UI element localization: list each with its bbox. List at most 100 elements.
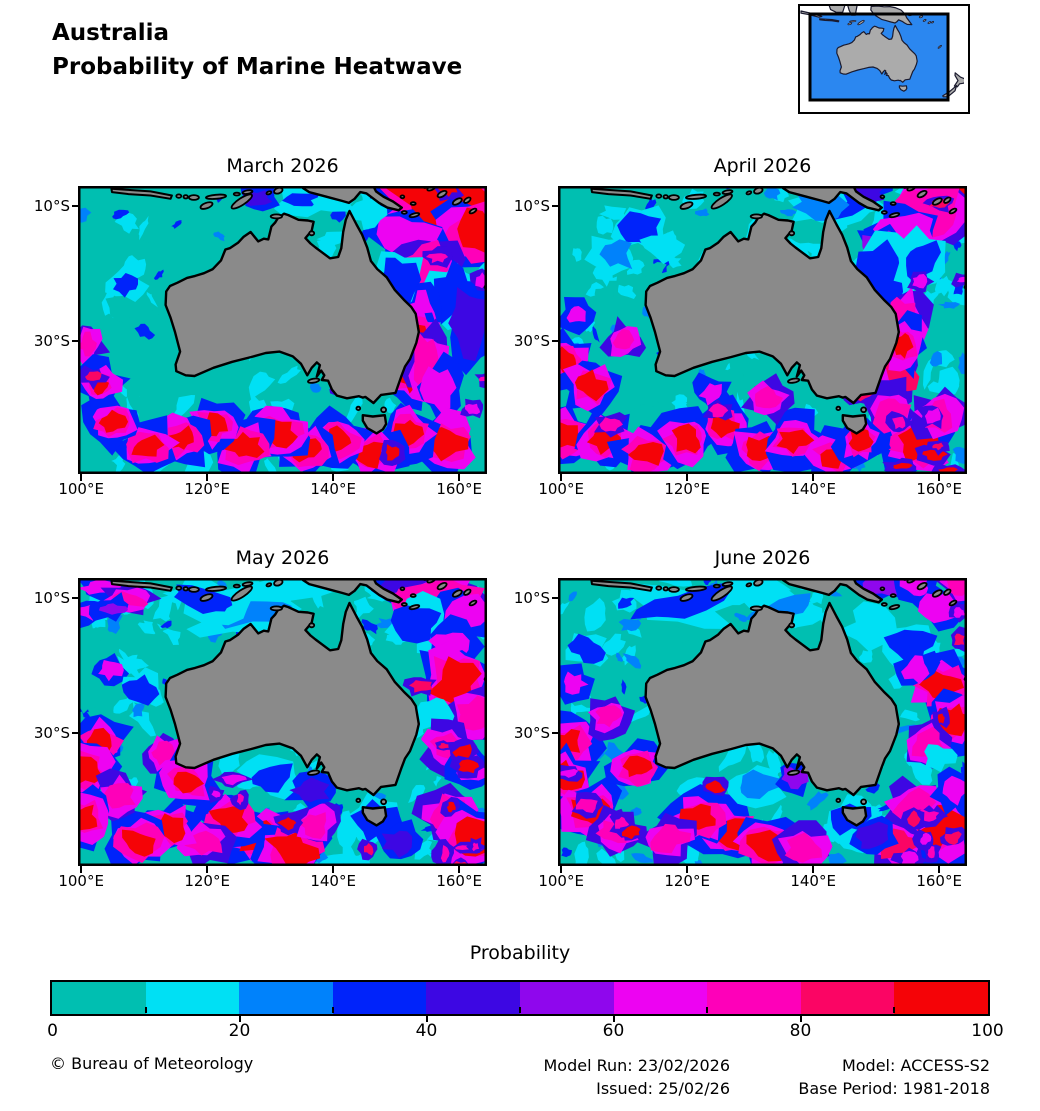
colorbar-minor-tick xyxy=(332,1007,334,1013)
panel-title-may: May 2026 xyxy=(235,547,330,569)
x-axis-tick-label: 120°E xyxy=(664,480,710,498)
x-axis-tick xyxy=(938,474,941,481)
colorbar-tick xyxy=(238,1015,241,1022)
colorbar-segment-purple xyxy=(519,982,614,1014)
y-axis-tick-label: 30°S xyxy=(33,724,70,743)
panel-border xyxy=(78,186,487,474)
base-period-text: Base Period: 1981-2018 xyxy=(798,1079,990,1098)
x-axis-tick-label: 160°E xyxy=(436,480,482,498)
land-group xyxy=(110,186,487,435)
map-canvas-may xyxy=(78,578,487,866)
x-axis-tick-label: 140°E xyxy=(310,872,356,890)
model-info-block: Model: ACCESS-S2 Base Period: 1981-2018 xyxy=(798,1054,990,1100)
colorbar-tick xyxy=(612,1015,615,1022)
panel-border xyxy=(558,186,967,474)
probability-field xyxy=(558,578,967,866)
figure-title-line2: Probability of Marine Heatwave xyxy=(52,54,463,80)
figure-title: Australia Probability of Marine Heatwave xyxy=(52,16,462,84)
colorbar-segment-lightblue xyxy=(239,982,333,1014)
y-axis-tick xyxy=(552,340,558,343)
figure-title-line1: Australia xyxy=(52,20,170,46)
y-axis-tick-label: 10°S xyxy=(33,589,70,608)
x-axis-tick xyxy=(206,474,209,481)
y-axis-tick-label: 30°S xyxy=(33,332,70,351)
panel-border xyxy=(78,578,487,866)
colorbar-minor-tick xyxy=(145,1007,147,1013)
colorbar-minor-tick xyxy=(519,1007,521,1013)
x-axis-tick xyxy=(332,866,335,873)
colorbar-tick xyxy=(799,1015,802,1022)
panel-title-june: June 2026 xyxy=(714,547,811,569)
x-axis-tick-label: 100°E xyxy=(58,480,104,498)
colorbar-minor-tick xyxy=(893,1007,895,1013)
colorbar-segment-deeppink xyxy=(800,982,895,1014)
y-axis-tick-label: 30°S xyxy=(513,724,550,743)
issued-text: Issued: 25/02/26 xyxy=(596,1079,730,1098)
probability-field xyxy=(558,186,967,474)
y-axis-tick xyxy=(72,732,78,735)
x-axis-tick-label: 160°E xyxy=(916,480,962,498)
x-axis-tick xyxy=(812,474,815,481)
locator-inset-map xyxy=(798,4,970,114)
x-axis-tick-label: 100°E xyxy=(538,872,584,890)
x-axis-tick xyxy=(332,474,335,481)
panel-title-march: March 2026 xyxy=(226,155,339,177)
colorbar xyxy=(50,980,990,1016)
map-panel-may: May 2026 10°S 30°S 100°E 120°E 140°E 160°E xyxy=(34,547,487,890)
x-axis-tick-label: 120°E xyxy=(184,480,230,498)
y-axis-tick xyxy=(552,205,558,208)
colorbar-tick-label: 40 xyxy=(415,1021,438,1041)
colorbar-segment-magenta xyxy=(613,982,708,1014)
colorbar-segment-teal xyxy=(52,982,146,1014)
x-axis-tick xyxy=(80,474,83,481)
x-axis-tick xyxy=(458,866,461,873)
land-group xyxy=(110,578,487,827)
colorbar-tick xyxy=(425,1015,428,1022)
probability-field xyxy=(78,186,487,474)
x-axis-tick-label: 160°E xyxy=(916,872,962,890)
colorbar-tick-label: 20 xyxy=(228,1021,251,1041)
x-axis-tick xyxy=(686,474,689,481)
x-axis-tick xyxy=(80,866,83,873)
colorbar-tick-label: 80 xyxy=(789,1021,812,1041)
land-group xyxy=(590,186,967,435)
map-panel-june: June 2026 10°S 30°S 100°E 120°E 140°E 160°E xyxy=(514,547,967,890)
colorbar-segment-pink xyxy=(707,982,801,1014)
colorbar-tick-label: 100 xyxy=(971,1021,1004,1041)
x-axis-tick xyxy=(560,866,563,873)
x-axis-tick-label: 100°E xyxy=(538,480,584,498)
x-axis-tick xyxy=(458,474,461,481)
colorbar-tick-label: 60 xyxy=(602,1021,625,1041)
y-axis-tick-label: 30°S xyxy=(513,332,550,351)
y-axis-tick xyxy=(552,597,558,600)
probability-field xyxy=(78,578,487,866)
land-group xyxy=(590,578,967,827)
y-axis-tick xyxy=(552,732,558,735)
x-axis-tick xyxy=(560,474,563,481)
colorbar-segment-indigo xyxy=(426,982,520,1014)
y-axis-tick-label: 10°S xyxy=(513,589,550,608)
x-axis-tick-label: 120°E xyxy=(184,872,230,890)
map-canvas-march xyxy=(78,186,487,474)
colorbar-segment-cyan xyxy=(145,982,240,1014)
inset-border xyxy=(808,12,950,102)
colorbar-segment-red xyxy=(894,982,988,1014)
y-axis-tick xyxy=(72,597,78,600)
x-axis-tick xyxy=(686,866,689,873)
colorbar-segment-blue xyxy=(332,982,427,1014)
model-name-text: Model: ACCESS-S2 xyxy=(841,1056,990,1075)
x-axis-tick-label: 120°E xyxy=(664,872,710,890)
y-axis-tick xyxy=(72,205,78,208)
colorbar-tick-label: 0 xyxy=(47,1021,58,1041)
x-axis-tick-label: 140°E xyxy=(790,480,836,498)
map-panel-april: April 2026 10°S 30°S 100°E 120°E 140°E 160°E xyxy=(514,155,967,498)
map-canvas-april xyxy=(558,186,967,474)
x-axis-tick-label: 160°E xyxy=(436,872,482,890)
x-axis-tick-label: 100°E xyxy=(58,872,104,890)
y-axis-tick-label: 10°S xyxy=(513,197,550,216)
y-axis-tick-label: 10°S xyxy=(33,197,70,216)
x-axis-tick-label: 140°E xyxy=(310,480,356,498)
map-canvas-june xyxy=(558,578,967,866)
map-panel-march: March 2026 10°S 30°S 100°E 120°E 140°E 160°E xyxy=(34,155,487,498)
